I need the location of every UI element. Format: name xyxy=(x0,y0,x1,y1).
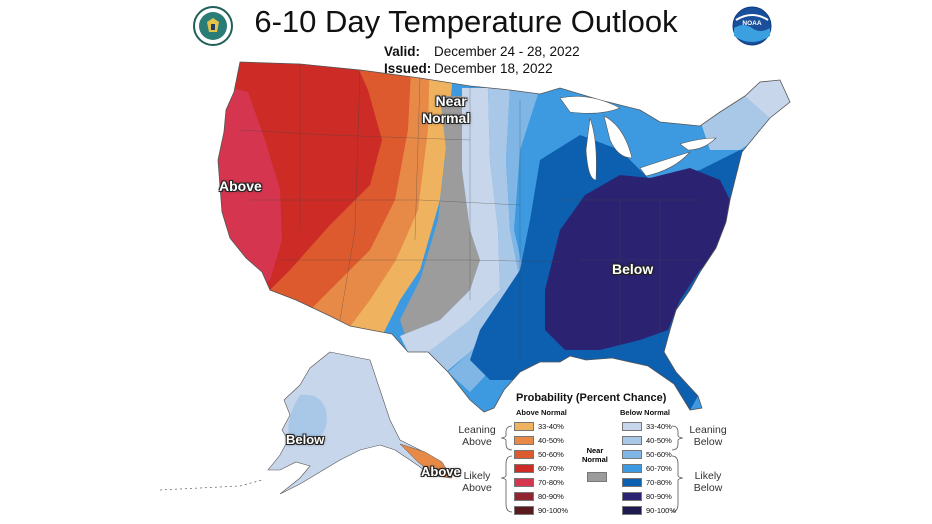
legend-above-range: 50-60% xyxy=(538,450,564,459)
valid-value: December 24 - 28, 2022 xyxy=(434,44,580,59)
noaa-text: NOAA xyxy=(742,20,761,27)
issued-label: Issued: xyxy=(384,61,432,76)
legend-below-range: 40-50% xyxy=(646,436,672,445)
legend-below-row: 80-90% xyxy=(622,490,672,503)
legend-above-row: 80-90% xyxy=(514,490,564,503)
conus-outline xyxy=(217,61,791,413)
legend-below-range: 33-40% xyxy=(646,422,672,431)
label-near-normal-line2: Normal xyxy=(422,110,471,126)
legend-below-row: 40-50% xyxy=(622,434,672,447)
label-alaska-below: Below xyxy=(286,432,325,447)
legend-above-swatch xyxy=(514,436,534,445)
legend-above-range: 70-80% xyxy=(538,478,564,487)
legend-below-swatch xyxy=(622,422,642,431)
legend-above-swatch xyxy=(514,464,534,473)
legend-above-header: Above Normal xyxy=(516,408,567,417)
band-maine-light xyxy=(745,80,790,118)
legend-above-row: 60-70% xyxy=(514,462,564,475)
label-above: Above xyxy=(219,178,262,194)
legend-below-range: 70-80% xyxy=(646,478,672,487)
legend-below-range: 50-60% xyxy=(646,450,672,459)
valid-label: Valid: xyxy=(384,44,421,59)
label-below: Below xyxy=(612,261,654,277)
legend-below-row: 50-60% xyxy=(622,448,672,461)
legend-above-row: 70-80% xyxy=(514,476,564,489)
legend-near-normal: Near Normal xyxy=(582,446,608,464)
legend-below-swatch xyxy=(622,436,642,445)
legend-below-range: 60-70% xyxy=(646,464,672,473)
legend-below-row: 70-80% xyxy=(622,476,672,489)
legend-near-line2: Normal xyxy=(582,455,608,464)
legend-above-row: 50-60% xyxy=(514,448,564,461)
legend-below-row: 90-100% xyxy=(622,504,676,517)
alaska xyxy=(159,351,453,495)
legend-below-row: 33-40% xyxy=(622,420,672,433)
legend-below-header: Below Normal xyxy=(620,408,671,417)
legend-above-range: 60-70% xyxy=(538,464,564,473)
legend-below-swatch xyxy=(622,506,642,515)
band-below-40-50 xyxy=(428,88,520,372)
legend-likely-above: Likely Above xyxy=(462,470,492,494)
legend-below-swatch xyxy=(622,492,642,501)
legend-near-line1: Near xyxy=(586,446,604,455)
legend-above-range: 80-90% xyxy=(538,492,564,501)
legend-above-swatch xyxy=(514,422,534,431)
band-near-normal xyxy=(400,96,480,335)
legend-above-row: 90-100% xyxy=(514,504,568,517)
legend-above-row: 33-40% xyxy=(514,420,564,433)
label-near-normal: Near Normal xyxy=(422,93,470,127)
legend-above-swatch xyxy=(514,492,534,501)
legend-above-range: 33-40% xyxy=(538,422,564,431)
legend-title: Probability (Percent Chance) xyxy=(516,392,667,404)
label-near-normal-line1: Near xyxy=(435,93,467,109)
legend-above-swatch xyxy=(514,506,534,515)
legend-above-row: 40-50% xyxy=(514,434,564,447)
doc-seal-icon xyxy=(193,6,233,46)
legend-below-row: 60-70% xyxy=(622,462,672,475)
legend-near-swatch xyxy=(587,472,607,482)
legend-likely-below: Likely Below xyxy=(693,470,723,494)
great-lakes xyxy=(559,96,717,181)
band-below-80-90 xyxy=(545,168,735,350)
date-block: Valid: December 24 - 28, 2022 Issued: Dece… xyxy=(384,43,580,77)
legend-below-swatch xyxy=(622,464,642,473)
noaa-logo-icon: NOAA xyxy=(732,6,772,46)
legend-below-range: 90-100% xyxy=(646,506,677,515)
legend-above-range: 90-100% xyxy=(538,506,569,515)
legend-above-swatch xyxy=(514,478,534,487)
legend-leaning-above: Leaning Above xyxy=(458,424,496,448)
legend-below-range: 80-90% xyxy=(646,492,672,501)
issued-value: December 18, 2022 xyxy=(434,61,553,76)
legend-below-swatch xyxy=(622,450,642,459)
legend-above-swatch xyxy=(514,450,534,459)
label-alaska-above: Above xyxy=(421,464,461,479)
state-lines xyxy=(239,64,700,360)
band-below-33-40 xyxy=(400,88,500,352)
page-title: 6-10 Day Temperature Outlook xyxy=(254,4,678,39)
legend-below-swatch xyxy=(622,478,642,487)
legend-above-range: 40-50% xyxy=(538,436,564,445)
legend-leaning-below: Leaning Below xyxy=(689,424,727,448)
